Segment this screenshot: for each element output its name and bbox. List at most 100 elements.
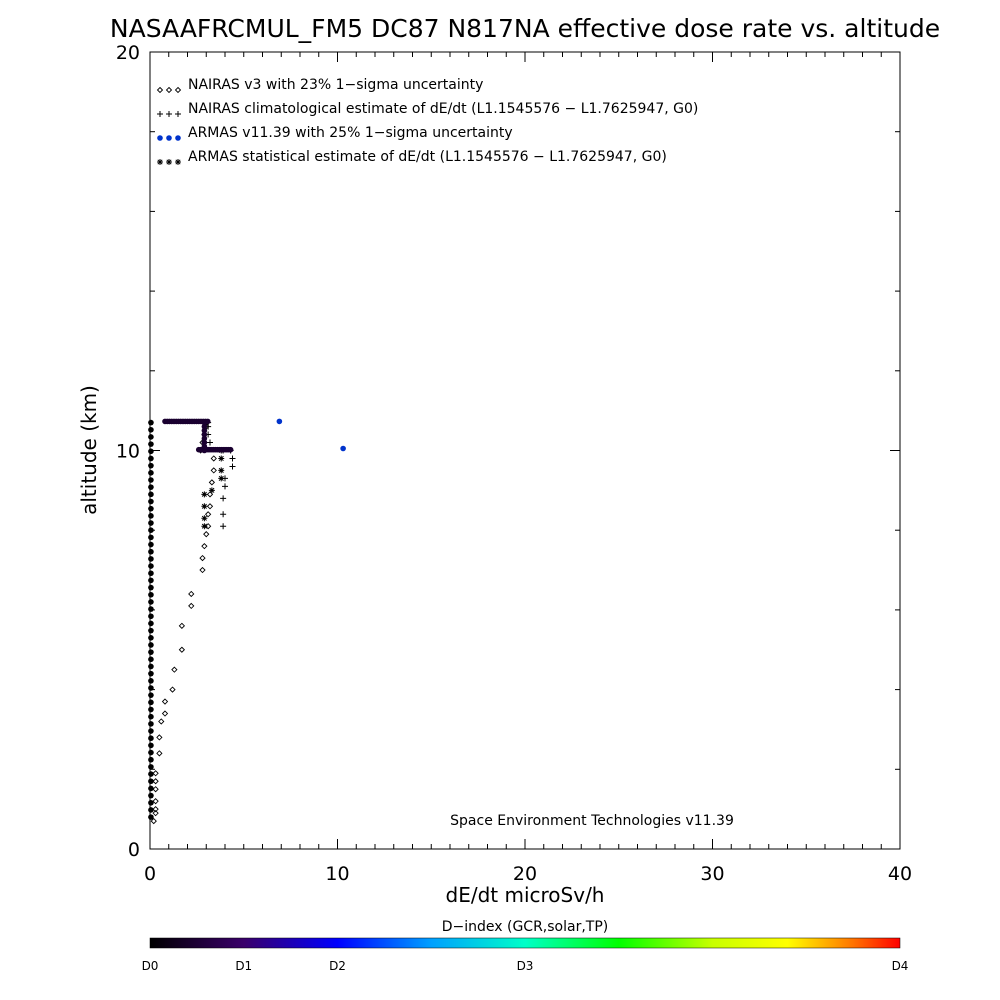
chart-title: NASAAFRCMUL_FM5 DC87 N817NA effective do… — [110, 14, 940, 43]
legend-marker-plus — [175, 111, 181, 117]
colorbar-tick-label: D1 — [235, 959, 252, 973]
armas-point — [148, 491, 154, 498]
nairas-climatological-point — [220, 511, 227, 518]
colorbar-tick-label: D2 — [329, 959, 346, 973]
armas-point — [148, 534, 154, 541]
armas-point — [148, 713, 154, 720]
armas-point — [148, 742, 154, 749]
nairas-v3-point — [156, 750, 163, 757]
armas-statistical-point — [218, 455, 225, 462]
nairas-v3-point — [178, 646, 186, 653]
armas-statistical-point — [201, 503, 208, 510]
colorbar-tick-label: D3 — [517, 959, 534, 973]
data-points — [148, 418, 346, 825]
nairas-v3-point — [158, 718, 165, 725]
tick-labels: 0 10 20 30 40 0 10 20 — [116, 42, 912, 885]
armas-point — [148, 513, 154, 519]
nairas-climatological-point — [207, 439, 213, 446]
armas-point — [148, 778, 154, 785]
x-tick-label: 30 — [700, 863, 724, 885]
x-tick-label: 20 — [513, 863, 537, 885]
armas-point — [148, 706, 154, 713]
nairas-v3-point — [178, 622, 186, 629]
legend-marker-diamond — [156, 86, 164, 94]
tick-marks — [149, 51, 901, 850]
legend-label-armas: ARMAS v11.39 with 25% 1−sigma uncertaint… — [188, 125, 513, 141]
armas-point — [148, 728, 154, 734]
nairas-climatological-point — [220, 495, 227, 502]
nairas-v3-point — [152, 778, 159, 785]
armas-point — [148, 756, 154, 763]
armas-point — [148, 541, 154, 548]
x-tick-label: 0 — [144, 863, 156, 885]
armas-point — [201, 423, 208, 430]
armas-point — [148, 434, 154, 440]
y-tick-label: 10 — [116, 441, 140, 463]
nairas-v3-point — [204, 523, 212, 530]
armas-point — [148, 699, 154, 706]
armas-statistical-point — [201, 523, 208, 530]
nairas-v3-point — [161, 698, 169, 705]
nairas-climatological-point — [229, 463, 236, 470]
credit-text: Space Environment Technologies v11.39 — [450, 813, 734, 829]
legend-marker-dot — [175, 135, 181, 141]
armas-point — [148, 663, 154, 670]
armas-point — [201, 427, 208, 434]
armas-point — [148, 470, 154, 476]
armas-point — [148, 570, 154, 577]
y-tick-label: 0 — [128, 839, 140, 861]
armas-point — [148, 556, 154, 562]
nairas-climatological-point — [229, 455, 236, 462]
armas-point — [148, 484, 154, 490]
armas-point — [148, 749, 154, 756]
legend-marker-plus — [157, 111, 163, 117]
armas-point — [201, 439, 208, 446]
armas-point — [148, 448, 154, 455]
nairas-v3-point — [152, 798, 159, 805]
legend-marker-asterisk — [157, 159, 163, 165]
armas-point — [148, 814, 154, 820]
armas-point — [148, 785, 154, 792]
armas-statistical-point — [218, 475, 225, 482]
nairas-v3-point — [210, 467, 217, 474]
armas-point — [148, 455, 154, 462]
nairas-v3-point — [203, 531, 210, 538]
legend: NAIRAS v3 with 23% 1−sigma uncertainty N… — [156, 77, 698, 165]
armas-point — [148, 527, 154, 533]
armas-point — [148, 563, 154, 569]
armas-point — [148, 721, 154, 727]
nairas-v3-point — [208, 479, 216, 486]
y-axis-label: altitude (km) — [77, 385, 101, 515]
colorbar — [149, 937, 901, 949]
legend-marker-dot — [166, 135, 172, 141]
nairas-v3-point — [152, 786, 159, 793]
x-tick-label: 10 — [325, 863, 349, 885]
armas-point — [148, 735, 154, 742]
nairas-v3-point — [188, 602, 195, 610]
armas-point — [148, 656, 154, 663]
legend-marker-diamond — [174, 86, 182, 94]
nairas-v3-point — [210, 455, 217, 462]
armas-point — [148, 606, 154, 612]
armas-point — [201, 447, 208, 454]
nairas-v3-point — [150, 817, 157, 825]
nairas-v3-point — [206, 503, 214, 510]
colorbar-title: D−index (GCR,solar,TP) — [442, 919, 609, 935]
x-tick-label: 40 — [888, 863, 912, 885]
armas-point — [148, 520, 154, 526]
armas-point — [148, 692, 154, 698]
armas-point — [148, 498, 154, 505]
armas-point — [148, 764, 154, 770]
legend-marker-plus — [166, 111, 172, 117]
armas-point — [340, 445, 346, 452]
colorbar-tick-label: D4 — [892, 959, 909, 973]
armas-point — [148, 627, 154, 634]
armas-statistical-point — [201, 515, 208, 522]
armas-point — [276, 418, 283, 425]
armas-point — [148, 419, 154, 426]
legend-marker-asterisk — [166, 159, 172, 165]
legend-label-nairas-climatological: NAIRAS climatological estimate of dE/dt … — [188, 101, 698, 117]
armas-point — [201, 419, 208, 426]
nairas-climatological-point — [220, 523, 227, 530]
